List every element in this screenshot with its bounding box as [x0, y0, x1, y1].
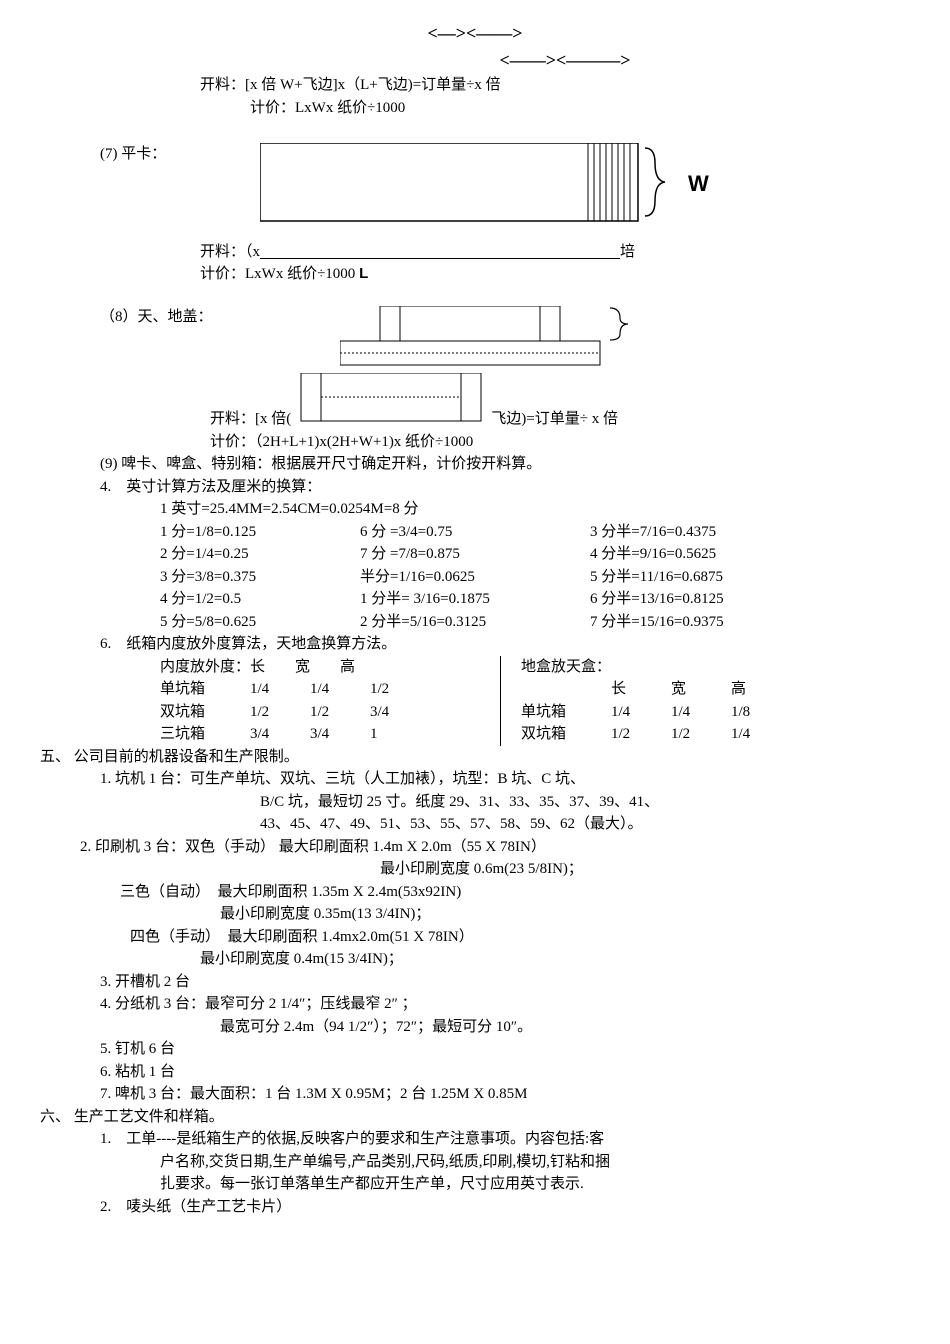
s9: (9) 啤卡、啤盒、特别箱：根据展开尺寸确定开料，计价按开料算。	[100, 453, 910, 476]
s6-left-header: 内度放外度：长 宽 高	[160, 656, 490, 679]
sec6-title: 六、 生产工艺文件和样箱。	[40, 1106, 910, 1129]
w-label: W	[688, 167, 709, 200]
table-cell: 3/4	[250, 723, 310, 746]
sec6-l2: 2. 唛头纸（生产工艺卡片）	[100, 1196, 910, 1219]
table-cell: 3/4	[370, 701, 430, 724]
sec6-l1b: 户名称,交货日期,生产单编号,产品类别,尺码,纸质,印刷,模切,钉粘和捆	[160, 1151, 910, 1174]
s8-kailiao-mid: 飞边)=订单量÷ x 倍	[491, 408, 618, 431]
s7-ltag: L	[359, 265, 368, 282]
header-jijia: 计价：LxWx 纸价÷1000	[250, 97, 910, 120]
conv-cell: 1 分=1/8=0.125	[160, 521, 360, 544]
conv-cell: 2 分半=5/16=0.3125	[360, 611, 590, 634]
table-cell: 双坑箱	[160, 701, 250, 724]
conv-cell: 6 分半=13/16=0.8125	[590, 588, 810, 611]
table-cell: 1/2	[671, 723, 731, 746]
table-cell: 双坑箱	[521, 723, 611, 746]
s7-kailiao-suf: 培	[620, 241, 635, 264]
sec6-l1a: 1. 工单----是纸箱生产的依据,反映客户的要求和生产注意事项。内容包括:客	[100, 1128, 910, 1151]
table-cell: 1/8	[731, 701, 791, 724]
conv-cell: 4 分=1/2=0.5	[160, 588, 360, 611]
sec5-l7: 7. 啤机 3 台：最大面积：1 台 1.3M X 0.95M；2 台 1.25…	[100, 1083, 910, 1106]
table-cell: 单坑箱	[521, 701, 611, 724]
s7-diagram	[260, 143, 680, 241]
table-col: 高	[731, 678, 791, 701]
conv-cell: 2 分=1/4=0.25	[160, 543, 360, 566]
table-col: 宽	[671, 678, 731, 701]
sec5-l2a: 2. 印刷机 3 台：双色（手动） 最大印刷面积 1.4m X 2.0m（55 …	[80, 836, 910, 859]
s4-title: 4. 英寸计算方法及厘米的换算：	[100, 476, 910, 499]
sec5-l2f: 最小印刷宽度 0.4m(15 3/4IN)；	[200, 948, 910, 971]
s7-jijia: 计价：LxWx 纸价÷1000	[200, 266, 355, 282]
s8-kailiao-pre: 开料：[x 倍(	[210, 408, 291, 431]
s7-kailiao-pre: 开料：（x	[200, 241, 260, 264]
conv-cell: 半分=1/16=0.0625	[360, 566, 590, 589]
sec5-l2d: 最小印刷宽度 0.35m(13 3/4IN)；	[220, 903, 910, 926]
conv-cell: 3 分半=7/16=0.4375	[590, 521, 810, 544]
table-cell: 1/4	[671, 701, 731, 724]
sec5-l6: 6. 粘机 1 台	[100, 1061, 910, 1084]
sec5-l2c: 三色（自动） 最大印刷面积 1.35m X 2.4m(53x92IN)	[120, 881, 910, 904]
sec5-l4a: 4. 分纸机 3 台：最窄可分 2 1/4″；压线最窄 2″ ；	[100, 993, 910, 1016]
header-kailiao: 开料：[x 倍 W+飞边]x（L+飞边)=订单量÷x 倍	[200, 74, 910, 97]
table-cell: 1/2	[370, 678, 430, 701]
conv-cell: 5 分半=11/16=0.6875	[590, 566, 810, 589]
table-cell: 1/2	[250, 701, 310, 724]
sec5-l1b: B/C 坑，最短切 25 寸。纸度 29、31、33、35、37、39、41、	[260, 791, 910, 814]
s6-right-header: 地盒放天盒：	[521, 656, 791, 679]
table-cell: 3/4	[310, 723, 370, 746]
s7-title: (7) 平卡：	[40, 143, 260, 166]
sec5-l4b: 最宽可分 2.4m（94 1/2″）；72″；最短可分 10″。	[220, 1016, 910, 1039]
conv-cell: 7 分 =7/8=0.875	[360, 543, 590, 566]
table-cell: 三坑箱	[160, 723, 250, 746]
conv-cell: 7 分半=15/16=0.9375	[590, 611, 810, 634]
sec5-l5: 5. 钉机 6 台	[100, 1038, 910, 1061]
conv-cell: 6 分 =3/4=0.75	[360, 521, 590, 544]
conv-cell: 1 分半= 3/16=0.1875	[360, 588, 590, 611]
sec5-l3: 3. 开槽机 2 台	[100, 971, 910, 994]
arrows-top: <—><——>	[40, 20, 910, 47]
s8-jijia: 计价：（2H+L+1)x(2H+W+1)x 纸价÷1000	[210, 431, 910, 454]
sec5-l1c: 43、45、47、49、51、53、55、57、58、59、62（最大）。	[260, 813, 910, 836]
table-cell: 1/4	[731, 723, 791, 746]
sec5-l1a: 1. 坑机 1 台：可生产单坑、双坑、三坑（人工加裱），坑型：B 坑、C 坑、	[100, 768, 910, 791]
s8-title: （8）天、地盖：	[40, 306, 340, 329]
table-cell: 单坑箱	[160, 678, 250, 701]
s6-title: 6. 纸箱内度放外度算法，天地盒换算方法。	[100, 633, 910, 656]
table-cell: 1/4	[310, 678, 370, 701]
s8-diagram	[340, 306, 640, 374]
sec5-title: 五、 公司目前的机器设备和生产限制。	[40, 746, 910, 769]
arrows-bottom: <——><———>	[220, 47, 910, 74]
sec5-l2b: 最小印刷宽度 0.6m(23 5/8IN)；	[380, 858, 910, 881]
table-cell: 1/2	[310, 701, 370, 724]
sec5-l2e: 四色（手动） 最大印刷面积 1.4mx2.0m(51 X 78IN）	[130, 926, 910, 949]
s8-inline-rect	[291, 373, 491, 431]
table-cell: 1/2	[611, 723, 671, 746]
conv-cell: 5 分=5/8=0.625	[160, 611, 360, 634]
conv-cell: 3 分=3/8=0.375	[160, 566, 360, 589]
conv-cell: 4 分半=9/16=0.5625	[590, 543, 810, 566]
table-col: 长	[611, 678, 671, 701]
table-cell: 1	[370, 723, 430, 746]
table-cell: 1/4	[250, 678, 310, 701]
sec6-l1c: 扎要求。每一张订单落单生产都应开生产单，尺寸应用英寸表示.	[160, 1173, 910, 1196]
s4-line1: 1 英寸=25.4MM=2.54CM=0.0254M=8 分	[160, 498, 910, 521]
table-cell: 1/4	[611, 701, 671, 724]
